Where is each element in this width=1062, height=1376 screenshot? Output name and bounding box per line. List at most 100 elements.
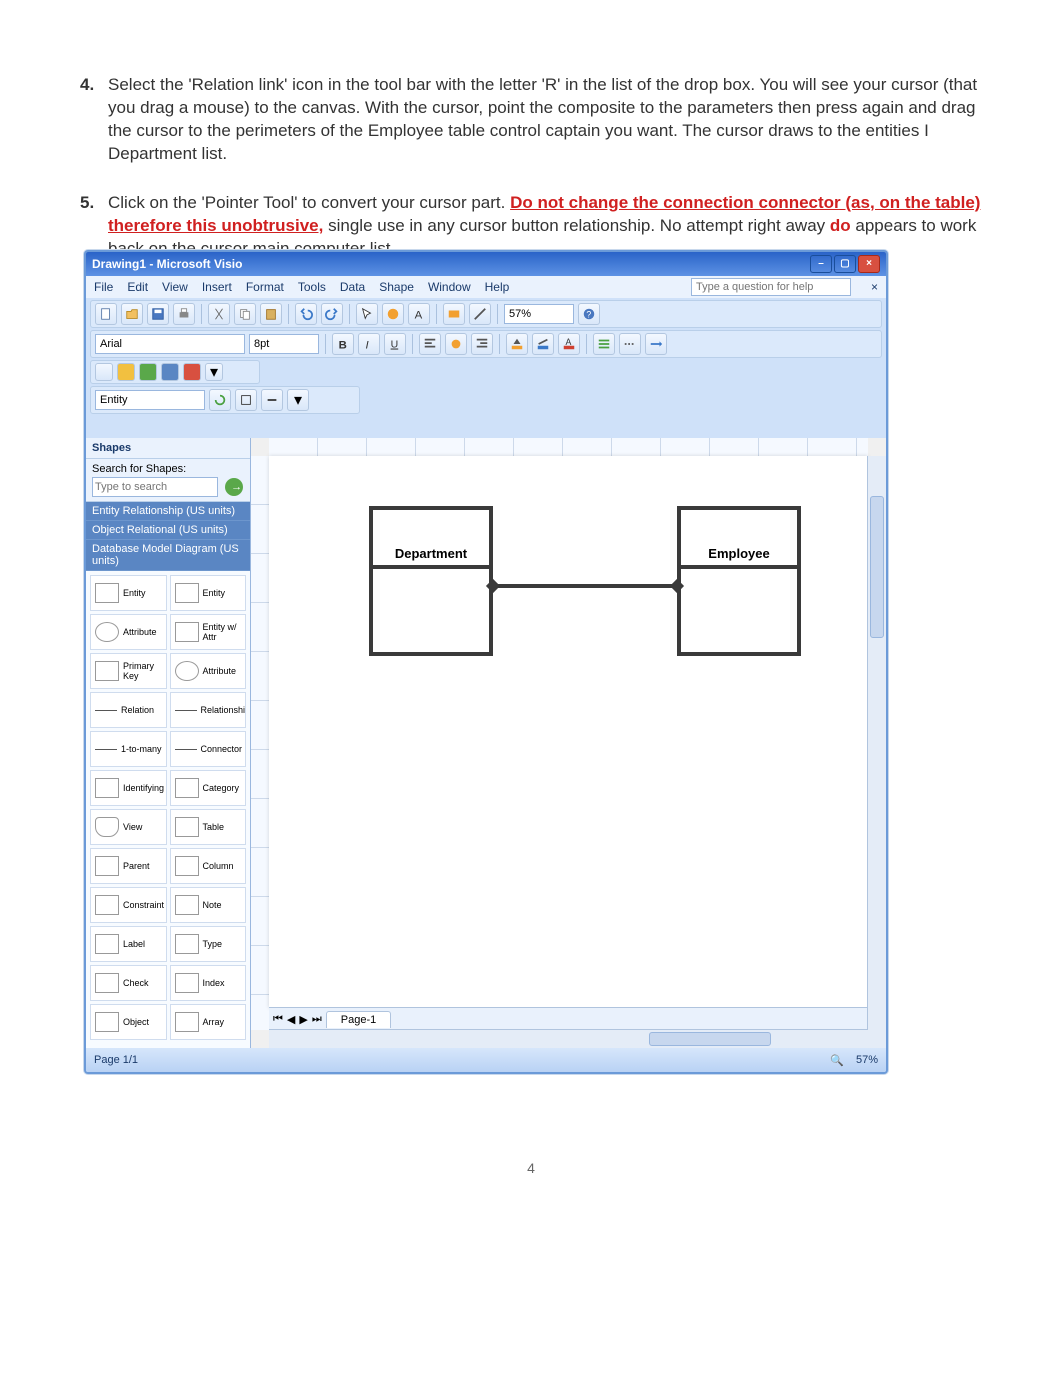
shape-tool-icon[interactable] [443,303,465,325]
align-right-icon[interactable] [471,333,493,355]
scroll-thumb[interactable] [649,1032,771,1046]
entity-employee[interactable]: Employee [677,506,801,656]
bold-icon[interactable]: B [332,333,354,355]
copy-icon[interactable] [234,303,256,325]
help-search-input[interactable] [691,278,851,296]
menu-help[interactable]: Help [485,280,510,294]
page-tab[interactable]: Page-1 [326,1011,391,1028]
scroll-thumb[interactable] [870,496,884,638]
stencil-item[interactable]: Object Relational (US units) [86,521,250,540]
stencil-item[interactable]: Database Model Diagram (US units) [86,540,250,571]
minimize-button[interactable]: – [810,255,832,273]
tab-nav-next-icon[interactable]: ▶ [299,1013,307,1026]
drawing-canvas[interactable]: Department Employee [269,456,868,1008]
theme-green-icon[interactable] [139,363,157,381]
shape-item[interactable]: Constraint [90,887,167,923]
menu-edit[interactable]: Edit [127,280,148,294]
menu-data[interactable]: Data [340,280,365,294]
line-tool-icon[interactable] [469,303,491,325]
shapes-search-go-button[interactable]: → [225,478,243,496]
cut-icon[interactable] [208,303,230,325]
db-refresh-icon[interactable] [209,389,231,411]
shape-item[interactable]: Index [170,965,247,1001]
grip-icon[interactable] [95,363,113,381]
shape-item[interactable]: Column [170,848,247,884]
paste-icon[interactable] [260,303,282,325]
shape-item[interactable]: Category [170,770,247,806]
status-zoom-icon[interactable]: 🔍 [830,1054,844,1067]
save-icon[interactable] [147,303,169,325]
shape-item[interactable]: Entity w/ Attr [170,614,247,650]
close-button[interactable]: × [858,255,880,273]
shape-item[interactable]: Attribute [90,614,167,650]
shape-item[interactable]: Array [170,1004,247,1040]
tab-nav-last-icon[interactable]: ⏭ [312,1013,322,1026]
font-size-selector[interactable] [249,334,319,354]
line-weight-icon[interactable] [593,333,615,355]
redo-icon[interactable] [321,303,343,325]
shape-item[interactable]: Relation [90,692,167,728]
shape-item[interactable]: Object [90,1004,167,1040]
shape-item[interactable]: View [90,809,167,845]
new-icon[interactable] [95,303,117,325]
horizontal-scrollbar[interactable] [269,1029,886,1048]
theme-red-icon[interactable] [183,363,201,381]
db-settings-icon[interactable]: ▾ [287,389,309,411]
menu-shape[interactable]: Shape [379,280,414,294]
shape-item[interactable]: Check [90,965,167,1001]
shape-item[interactable]: Type [170,926,247,962]
theme-yellow-icon[interactable] [117,363,135,381]
menu-tools[interactable]: Tools [298,280,326,294]
text-color-icon[interactable]: A [558,333,580,355]
maximize-button[interactable]: ▢ [834,255,856,273]
db-add-icon[interactable] [235,389,257,411]
shape-item[interactable]: Entity [170,575,247,611]
theme-blue-icon[interactable] [161,363,179,381]
stencil-item[interactable]: Entity Relationship (US units) [86,502,250,521]
menu-format[interactable]: Format [246,280,284,294]
italic-icon[interactable]: I [358,333,380,355]
entity-department[interactable]: Department [369,506,493,656]
shape-item[interactable]: Table [170,809,247,845]
connector-tool-icon[interactable] [382,303,404,325]
menu-close-doc[interactable]: × [871,280,878,294]
line-ends-icon[interactable] [645,333,667,355]
line-pattern-icon[interactable] [619,333,641,355]
align-center-icon[interactable] [445,333,467,355]
fill-color-icon[interactable] [506,333,528,355]
svg-text:A: A [415,309,423,321]
print-icon[interactable] [173,303,195,325]
menu-file[interactable]: File [94,280,113,294]
shape-item[interactable]: Identifying [90,770,167,806]
help-icon[interactable]: ? [578,303,600,325]
align-left-icon[interactable] [419,333,441,355]
line-color-icon[interactable] [532,333,554,355]
menu-window[interactable]: Window [428,280,471,294]
vertical-scrollbar[interactable] [867,456,886,1030]
shape-item[interactable]: Label [90,926,167,962]
relationship-connector[interactable] [493,584,677,588]
text-tool-icon[interactable]: A [408,303,430,325]
tab-nav-prev-icon[interactable]: ◀ [287,1013,295,1026]
db-selector[interactable] [95,390,205,410]
shape-item[interactable]: Primary Key [90,653,167,689]
shape-item[interactable]: Attribute [170,653,247,689]
pointer-tool-icon[interactable] [356,303,378,325]
font-name-selector[interactable] [95,334,245,354]
zoom-selector[interactable] [504,304,574,324]
menu-insert[interactable]: Insert [202,280,232,294]
db-remove-icon[interactable] [261,389,283,411]
shape-item[interactable]: 1-to-many [90,731,167,767]
open-icon[interactable] [121,303,143,325]
underline-icon[interactable]: U [384,333,406,355]
shape-item[interactable]: Entity [90,575,167,611]
shape-item[interactable]: Connector [170,731,247,767]
shape-item[interactable]: Parent [90,848,167,884]
theme-more-icon[interactable]: ▾ [205,363,223,381]
shape-item[interactable]: Note [170,887,247,923]
shapes-search-input[interactable] [92,477,218,497]
undo-icon[interactable] [295,303,317,325]
menu-view[interactable]: View [162,280,188,294]
tab-nav-first-icon[interactable]: ⏮ [273,1013,283,1026]
shape-item[interactable]: Relationship [170,692,247,728]
